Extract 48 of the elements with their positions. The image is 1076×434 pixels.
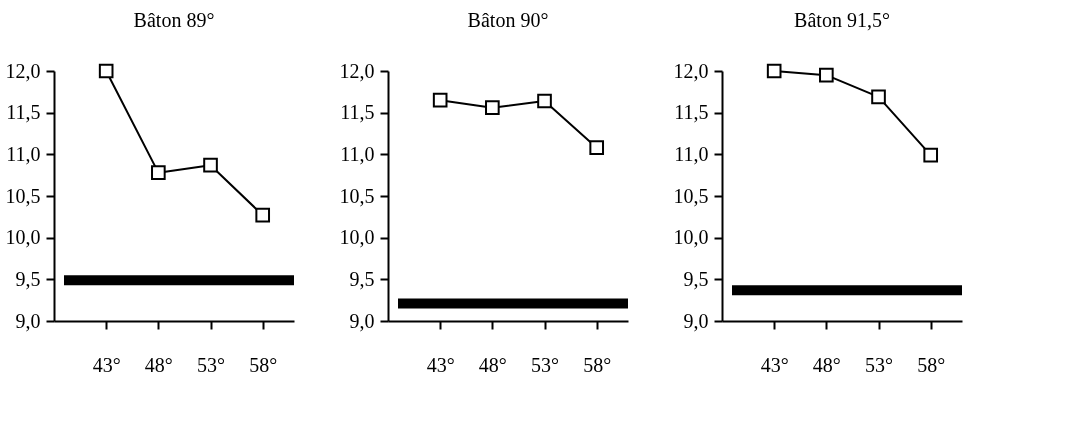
y-tick-label: 12,0 bbox=[673, 59, 709, 82]
x-tick-label: 43° bbox=[426, 353, 455, 376]
x-tick-label: 58° bbox=[583, 353, 612, 376]
point bbox=[537, 93, 552, 109]
point bbox=[766, 63, 782, 79]
x-tick-label: 53° bbox=[531, 353, 560, 376]
point bbox=[255, 207, 271, 223]
point bbox=[98, 63, 114, 79]
y-tick-label: 11,5 bbox=[674, 101, 709, 124]
point bbox=[871, 89, 886, 105]
x-tick-label: 53° bbox=[197, 353, 226, 376]
point bbox=[589, 140, 605, 155]
y-tick-label: 11,5 bbox=[340, 101, 375, 124]
y-tick-label: 11,0 bbox=[340, 142, 375, 165]
y-tick-label: 11,0 bbox=[6, 142, 41, 165]
y-tick-label: 10,0 bbox=[673, 226, 709, 249]
point bbox=[151, 165, 166, 180]
y-tick-label: 10,5 bbox=[673, 184, 709, 207]
y-tick-label: 9,0 bbox=[349, 309, 375, 332]
point bbox=[485, 100, 500, 115]
y-tick-label: 10,0 bbox=[339, 226, 375, 249]
chart-title: Bâton 89° bbox=[133, 8, 215, 31]
x-tick-label: 48° bbox=[478, 353, 507, 376]
y-tick-label: 10,5 bbox=[339, 184, 375, 207]
y-tick-label: 11,5 bbox=[6, 101, 41, 124]
point bbox=[923, 147, 939, 163]
y-tick-label: 9,5 bbox=[349, 267, 375, 290]
x-tick-label: 53° bbox=[865, 353, 894, 376]
y-tick-label: 9,0 bbox=[683, 309, 709, 332]
chart-title: Bâton 90° bbox=[467, 9, 549, 31]
y-tick-label: 10,0 bbox=[5, 226, 41, 249]
y-tick-label: 12,0 bbox=[339, 59, 375, 82]
x-tick-label: 43° bbox=[760, 353, 789, 376]
point bbox=[432, 92, 448, 108]
y-tick-label: 12,0 bbox=[5, 59, 41, 82]
point bbox=[203, 157, 218, 173]
x-tick-label: 58° bbox=[917, 353, 946, 376]
y-tick-label: 9,5 bbox=[683, 267, 709, 290]
x-tick-label: 48° bbox=[812, 353, 841, 376]
y-tick-label: 9,0 bbox=[15, 309, 41, 332]
x-tick-label: 48° bbox=[144, 353, 173, 376]
y-tick-label: 11,0 bbox=[674, 142, 709, 165]
point bbox=[819, 67, 834, 83]
y-tick-label: 9,5 bbox=[15, 267, 41, 290]
x-tick-label: 43° bbox=[92, 353, 121, 376]
x-tick-label: 58° bbox=[249, 353, 278, 376]
y-tick-label: 10,5 bbox=[5, 184, 41, 207]
chart-title: Bâton 91,5° bbox=[794, 8, 890, 31]
